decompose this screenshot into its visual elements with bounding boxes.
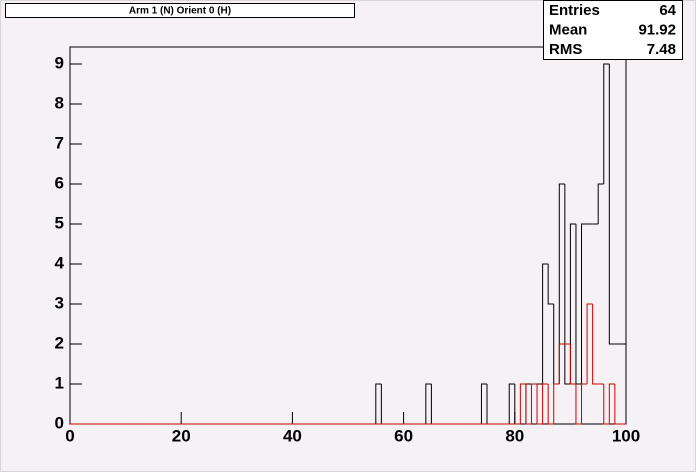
histogram-bin [581, 383, 588, 424]
stat-label: Mean [549, 21, 587, 38]
histogram-bin [569, 223, 576, 384]
histogram-bin [597, 183, 604, 224]
histogram-bin [375, 383, 382, 424]
histogram-bin [425, 383, 432, 424]
histogram-bin [542, 383, 549, 424]
y-tick-label: 1 [55, 373, 64, 392]
x-tick-label: 100 [612, 426, 640, 445]
histogram-bin [581, 223, 588, 384]
histogram-bin [564, 184, 571, 385]
histogram-bin [480, 383, 487, 424]
histogram-bin [603, 384, 610, 425]
histogram-bin [608, 383, 615, 424]
y-tick-label: 6 [55, 173, 64, 192]
y-tick-label: 2 [55, 333, 64, 352]
histogram-bin [530, 383, 538, 424]
y-tick-label: 3 [55, 293, 64, 312]
y-tick-label: 4 [55, 253, 65, 272]
x-tick-label: 60 [394, 426, 413, 445]
histogram-bin [508, 383, 515, 424]
histogram-bin [586, 303, 593, 384]
histogram-bin [519, 383, 526, 424]
histogram-bin [575, 384, 582, 425]
y-tick-label: 8 [55, 93, 64, 112]
histogram-bin [558, 183, 565, 384]
histogram-bin [553, 383, 560, 424]
x-tick-label: 0 [65, 426, 74, 445]
histogram-bin [547, 264, 554, 305]
stat-label: Entries [549, 2, 600, 19]
x-tick-label: 40 [283, 426, 302, 445]
stats-box [543, 0, 683, 60]
y-tick-label: 7 [55, 133, 64, 152]
stat-label: RMS [549, 41, 582, 58]
histogram-bin [608, 64, 615, 345]
frame [69, 46, 627, 425]
histogram-bin [592, 304, 599, 385]
histogram-bin [614, 384, 621, 425]
y-tick-label: 0 [55, 413, 64, 432]
y-tick-label: 9 [55, 53, 64, 72]
histogram-bin [569, 344, 576, 385]
histogram-bin [536, 384, 543, 425]
histogram-bin [547, 384, 554, 425]
stat-value: 7.48 [647, 41, 676, 58]
title-box [5, 3, 355, 18]
stat-value: 91.92 [638, 21, 676, 38]
histogram-bin [603, 63, 610, 184]
y-tick-label: 5 [55, 213, 64, 232]
stat-value: 64 [659, 2, 676, 19]
x-tick-label: 20 [172, 426, 191, 445]
histogram-bin [525, 384, 532, 425]
histogram-bin [542, 263, 549, 384]
x-tick-label: 80 [505, 426, 524, 445]
chart-title: Arm 1 (N) Orient 0 (H) [129, 6, 231, 17]
histogram-bin [558, 343, 565, 384]
